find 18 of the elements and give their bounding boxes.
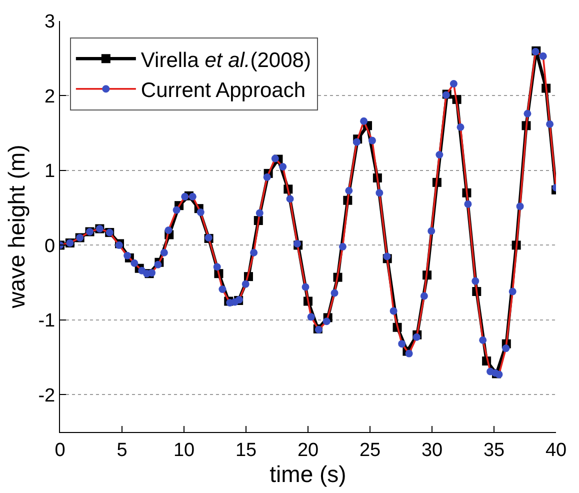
x-tick-label: 5 [116,440,128,461]
x-tick-label: 40 [545,440,567,461]
y-tick-label: 1 [44,161,56,182]
legend-label: Current Approach [140,79,306,102]
y-tick-label: 3 [44,12,56,33]
y-tick-label: 0 [44,236,56,257]
x-tick-label: 10 [173,440,195,461]
x-tick-label: 25 [359,440,381,461]
x-tick-label: 30 [421,440,443,461]
x-axis-title: time (s) [270,460,346,487]
y-tick-label: -2 [38,385,56,406]
legend-label: Virella et al.(2008) [140,48,311,72]
y-axis-title: wave height (m) [4,144,30,310]
x-tick-label: 20 [297,440,319,461]
x-tick-label: 15 [235,440,257,461]
y-tick-label: -1 [38,310,56,332]
y-tick-label: 2 [44,86,56,108]
x-tick-label: 35 [483,440,505,461]
